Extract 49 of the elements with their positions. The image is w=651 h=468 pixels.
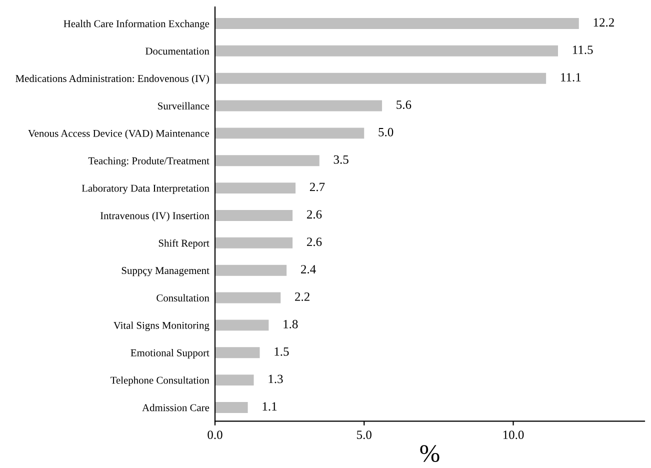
bar (215, 100, 382, 112)
data-label: 1.3 (268, 374, 283, 384)
y-tick-label: Admission Care (142, 404, 210, 412)
y-tick-label: Medications Administration: Endovenous (IV) (16, 74, 209, 84)
data-label: 11.5 (572, 46, 593, 54)
y-tick-label: Shift Report (158, 239, 210, 249)
y-tick-label: Teaching: Produte/Treatment (88, 157, 210, 166)
data-label: 1.8 (284, 320, 298, 328)
y-tick-label: Surveillance (158, 102, 210, 110)
data-label: 1.5 (274, 347, 289, 356)
data-label: 5.0 (378, 128, 394, 136)
data-label: 2.6 (306, 238, 322, 246)
data-label: 2.6 (306, 210, 322, 219)
bar (215, 347, 260, 358)
x-tick-label: 10.0 (503, 430, 524, 440)
data-label: 5.6 (396, 100, 412, 109)
data-label: 2.7 (310, 182, 325, 192)
y-tick-label: Venous Access Device (VAD) Maintenance (28, 130, 210, 140)
data-label: 1.1 (262, 402, 277, 411)
bar (215, 210, 293, 221)
y-tick-label: Documentation (146, 48, 210, 55)
data-label: 11.1 (561, 73, 581, 82)
x-axis-title: % (420, 445, 440, 462)
bar (215, 320, 269, 331)
y-tick-label: Telephone Consultation (110, 376, 210, 386)
data-label: 2.4 (301, 265, 316, 274)
bar (215, 45, 558, 56)
bar (215, 155, 320, 166)
bar (215, 18, 579, 29)
y-tick-label: Health Care Information Exchange (64, 20, 210, 30)
y-tick-label: Vital Signs Monitoring (114, 322, 210, 332)
bar (215, 264, 287, 276)
y-tick-label: Consultation (156, 294, 210, 302)
x-tick-label: 5.0 (357, 430, 372, 440)
y-tick-label: Emotional Support (130, 349, 210, 358)
data-label: 2.2 (295, 292, 310, 301)
bar (215, 237, 293, 248)
y-tick-label: Suppçy Management (122, 267, 210, 276)
bar (215, 72, 546, 84)
data-label: 12.2 (594, 18, 614, 27)
y-tick-label: Laboratory Data Interpretation (82, 184, 210, 194)
bar (215, 128, 364, 139)
bar (215, 292, 281, 304)
bar (215, 402, 248, 413)
bar (215, 182, 296, 194)
x-tick-label: 0.0 (208, 430, 222, 440)
y-tick-label: Intravenous (IV) Insertion (100, 212, 210, 222)
bar (215, 374, 254, 386)
data-label: 3.5 (334, 155, 348, 164)
